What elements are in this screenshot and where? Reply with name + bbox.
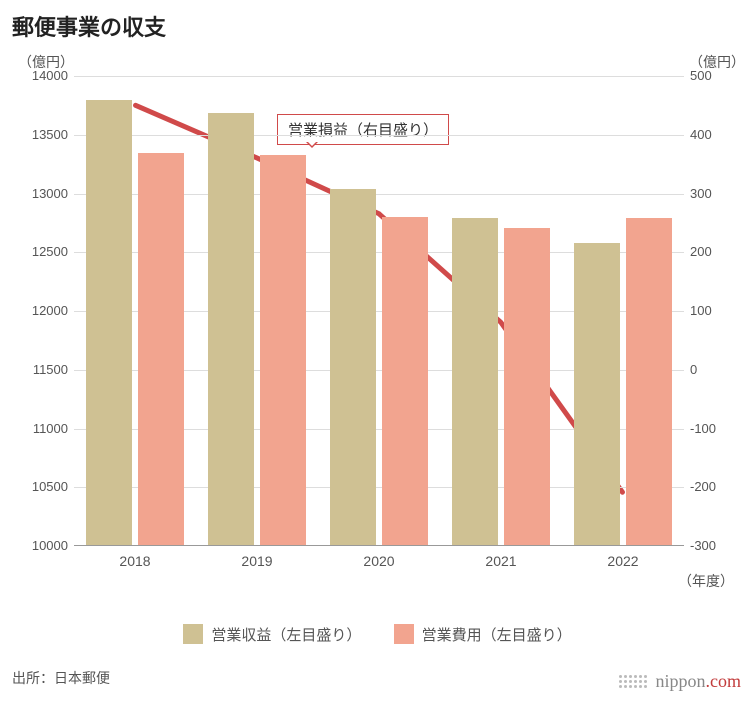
ytick-right: 300 (690, 186, 734, 201)
plot-region: 営業損益（右目盛り） （年度） 100001050011000115001200… (74, 76, 684, 546)
grid-line (74, 76, 684, 77)
ytick-left: 10500 (20, 479, 68, 494)
bar-cost (260, 155, 306, 545)
bar-revenue (86, 100, 132, 545)
brand-suffix: .com (706, 671, 742, 692)
legend-swatch-cost (394, 624, 414, 644)
ytick-right: -300 (690, 538, 734, 553)
brand-logo: nippon.com (619, 671, 741, 692)
ytick-right: 0 (690, 362, 734, 377)
bar-revenue (208, 113, 254, 545)
ytick-right: -200 (690, 479, 734, 494)
chart-area: （億円） （億円） 営業損益（右目盛り） （年度） 10000105001100… (0, 46, 755, 606)
brand-dots-icon (619, 675, 647, 688)
bar-cost (138, 153, 184, 545)
ytick-left: 11000 (20, 421, 68, 436)
ytick-left: 11500 (20, 362, 68, 377)
bar-cost (382, 217, 428, 545)
ytick-right: -100 (690, 421, 734, 436)
grid-line (74, 135, 684, 136)
legend-cost: 営業費用（左目盛り） (394, 624, 572, 645)
xtick: 2018 (75, 553, 195, 569)
x-axis-label: （年度） (678, 571, 734, 591)
ytick-left: 12000 (20, 303, 68, 318)
bar-cost (626, 218, 672, 545)
brand-text: nippon (655, 671, 705, 692)
bar-revenue (330, 189, 376, 545)
ytick-right: 400 (690, 127, 734, 142)
ytick-left: 13500 (20, 127, 68, 142)
source-text: 出所：日本郵便 (12, 668, 110, 688)
ytick-left: 12500 (20, 244, 68, 259)
legend: 営業収益（左目盛り） 営業費用（左目盛り） (0, 624, 755, 649)
profit-callout: 営業損益（右目盛り） (277, 114, 449, 145)
chart-title: 郵便事業の収支 (0, 0, 755, 46)
ytick-right: 500 (690, 68, 734, 83)
ytick-right: 200 (690, 244, 734, 259)
bar-revenue (452, 218, 498, 545)
xtick: 2020 (319, 553, 439, 569)
legend-label-revenue: 営業収益（左目盛り） (211, 624, 361, 645)
ytick-left: 10000 (20, 538, 68, 553)
legend-revenue: 営業収益（左目盛り） (183, 624, 361, 645)
bar-revenue (574, 243, 620, 545)
ytick-right: 100 (690, 303, 734, 318)
bar-cost (504, 228, 550, 545)
legend-swatch-revenue (183, 624, 203, 644)
legend-label-cost: 営業費用（左目盛り） (422, 624, 572, 645)
xtick: 2021 (441, 553, 561, 569)
xtick: 2019 (197, 553, 317, 569)
ytick-left: 14000 (20, 68, 68, 83)
xtick: 2022 (563, 553, 683, 569)
ytick-left: 13000 (20, 186, 68, 201)
